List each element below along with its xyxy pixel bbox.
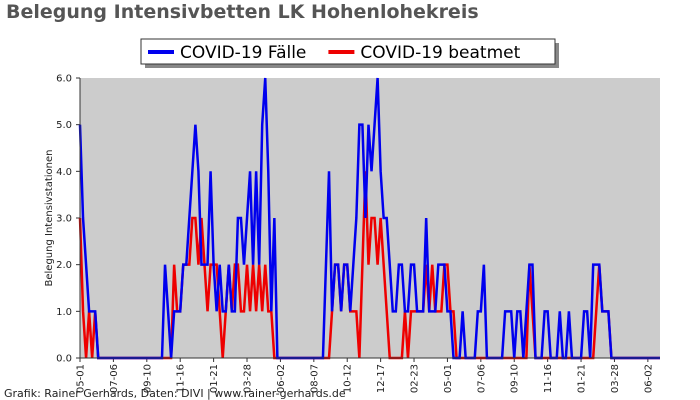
x-tick-label: 01-21 bbox=[209, 364, 220, 393]
x-tick-label: 09-10 bbox=[142, 364, 153, 393]
footer: Grafik: Rainer Gerhards, Daten: DIVI | w… bbox=[4, 387, 346, 400]
x-tick-label: 07-06 bbox=[476, 364, 487, 393]
x-tick-label: 10-12 bbox=[343, 364, 354, 393]
x-tick-label: 02-23 bbox=[410, 364, 421, 393]
x-tick-label: 05-01 bbox=[76, 364, 87, 393]
x-tick-label: 03-28 bbox=[610, 364, 621, 393]
y-tick-label: 6.0 bbox=[56, 74, 72, 85]
x-tick-label: 09-10 bbox=[510, 364, 521, 393]
y-tick-label: 4.0 bbox=[56, 167, 72, 178]
x-tick-label: 12-17 bbox=[376, 364, 387, 393]
x-tick-label: 01-21 bbox=[577, 364, 588, 393]
y-tick-label: 0.0 bbox=[56, 354, 72, 365]
x-tick-label: 06-02 bbox=[276, 364, 287, 393]
legend: COVID-19 Fälle COVID-19 beatmet bbox=[140, 38, 559, 68]
y-tick-label: 1.0 bbox=[56, 307, 72, 318]
x-tick-label: 05-01 bbox=[443, 364, 454, 393]
x-tick-label: 03-28 bbox=[243, 364, 254, 393]
x-tick-label: 06-02 bbox=[643, 364, 654, 393]
plot-background bbox=[80, 78, 660, 358]
chart-title: Belegung Intensivbetten LK Hohenlohekrei… bbox=[6, 1, 479, 23]
legend-label: COVID-19 Fälle bbox=[180, 43, 306, 63]
y-axis-label: Belegung Intensivstationen bbox=[44, 149, 55, 286]
y-tick-label: 3.0 bbox=[56, 214, 72, 225]
legend-label: COVID-19 beatmet bbox=[360, 43, 520, 63]
x-tick-label: 07-06 bbox=[109, 364, 120, 393]
x-tick-label: 11-16 bbox=[176, 364, 187, 393]
x-tick-label: 08-07 bbox=[309, 364, 320, 393]
x-tick-label: 11-16 bbox=[543, 364, 554, 393]
y-tick-label: 2.0 bbox=[56, 260, 72, 271]
y-tick-label: 5.0 bbox=[56, 120, 72, 131]
